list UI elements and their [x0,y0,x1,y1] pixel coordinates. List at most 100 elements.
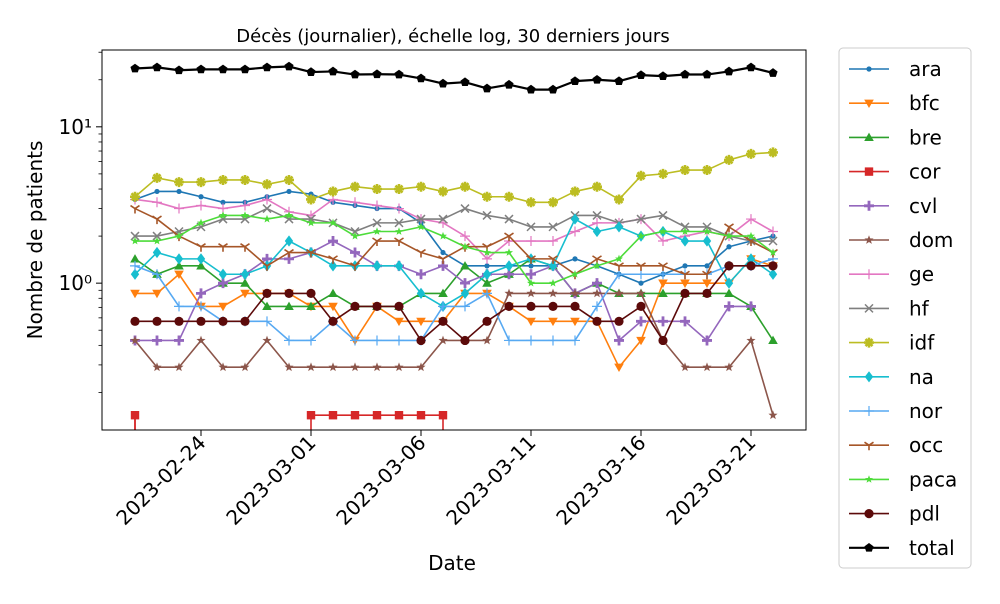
data-point [658,288,668,297]
data-point [438,301,448,312]
data-point [725,231,733,240]
data-point [174,316,184,326]
legend-item-bfc: bfc [849,91,940,115]
data-point [526,236,536,247]
legend-label: paca [909,467,957,491]
data-point [658,210,668,220]
legend-marker [864,543,874,552]
data-point [571,270,579,278]
data-point [636,316,646,327]
data-point [372,237,382,247]
series-idf [130,147,778,208]
data-point [702,362,712,372]
data-point [240,316,250,326]
legend-marker [864,371,874,383]
data-point [724,154,734,165]
series-pdl [130,261,778,346]
data-point [218,316,228,326]
legend-marker [864,303,874,313]
data-point [350,247,360,258]
legend-marker [864,406,874,416]
data-point [240,278,250,287]
data-point [526,84,536,94]
data-point [284,288,294,298]
data-point [702,69,712,79]
data-point [394,184,404,195]
data-point [152,231,162,241]
data-point [768,335,778,345]
series-line-dom [134,292,774,416]
data-point [614,335,624,346]
legend-item-total: total [849,536,955,560]
data-point [152,215,162,225]
legend-label: nor [909,399,943,423]
data-point [328,362,338,372]
data-point [306,194,316,205]
data-point [438,186,448,197]
data-point [460,204,470,214]
data-point [284,335,294,346]
series-line-ge [134,198,774,260]
data-point [482,288,492,299]
data-point [131,236,139,245]
data-point [504,335,514,346]
data-point [680,222,690,232]
data-point [460,335,470,346]
data-point [680,235,690,247]
data-point [527,278,535,287]
legend-label: hf [909,296,930,320]
data-point [350,362,360,372]
data-point [680,165,690,176]
series-line-pdl [135,265,773,342]
series-line-total [134,65,774,91]
data-point [526,301,536,312]
data-point [174,65,184,75]
data-point [768,268,778,280]
data-point [528,263,534,269]
data-point [482,210,492,220]
y-tick-label: 10⁰ [59,271,92,295]
data-point [614,363,624,372]
data-point [174,301,184,312]
data-point [526,288,536,298]
data-point [482,316,492,326]
data-point [724,223,734,232]
legend-label: cvl [909,194,937,218]
series-occ [130,204,778,280]
data-point [130,191,140,202]
data-point [746,301,756,312]
legend-marker [864,167,874,176]
series-line-paca [135,214,774,284]
legend-marker [864,99,874,108]
data-point [394,301,404,312]
data-point [460,181,470,192]
data-point [306,411,316,420]
data-point [350,411,360,420]
data-point [196,335,206,345]
series-line-bfc [135,258,774,369]
data-point [286,188,292,195]
data-point [592,74,602,84]
data-point [130,63,140,73]
data-point [768,226,778,237]
data-point [460,77,470,87]
x-tick-label: 2023-03-06 [331,431,430,530]
data-point [460,287,470,299]
data-point [152,197,162,208]
data-point [704,263,710,269]
series-line-occ [134,207,774,276]
data-point [680,362,690,372]
data-point [328,411,338,420]
legend-label: occ [909,433,943,457]
data-point [284,174,294,185]
data-point [658,71,668,80]
data-point [174,362,184,372]
data-point [152,289,162,299]
data-point [614,221,624,233]
data-point [548,255,558,264]
data-point [196,288,206,299]
data-point [504,260,514,272]
